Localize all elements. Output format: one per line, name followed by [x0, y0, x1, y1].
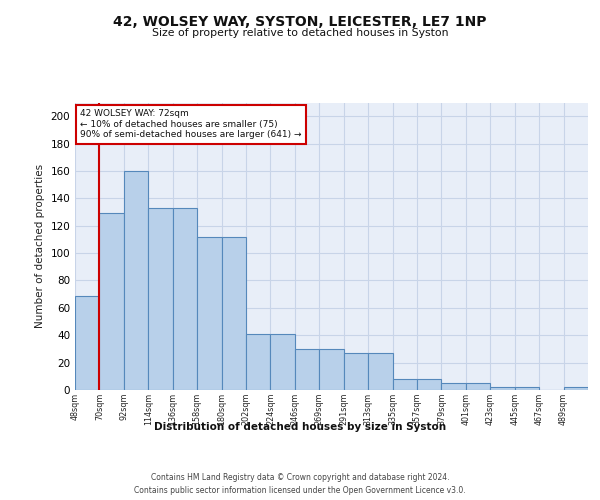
Bar: [515, 388, 539, 390]
Text: 42 WOLSEY WAY: 72sqm
← 10% of detached houses are smaller (75)
90% of semi-detac: 42 WOLSEY WAY: 72sqm ← 10% of detached h…: [80, 110, 302, 139]
Y-axis label: Number of detached properties: Number of detached properties: [35, 164, 45, 328]
Bar: [490, 388, 515, 390]
Bar: [442, 383, 466, 390]
Bar: [197, 236, 221, 390]
Bar: [295, 349, 319, 390]
Bar: [246, 334, 271, 390]
Bar: [75, 296, 100, 390]
Bar: [563, 388, 588, 390]
Bar: [100, 214, 124, 390]
Bar: [148, 208, 173, 390]
Bar: [124, 171, 148, 390]
Bar: [466, 383, 490, 390]
Text: Contains public sector information licensed under the Open Government Licence v3: Contains public sector information licen…: [134, 486, 466, 495]
Bar: [368, 353, 392, 390]
Bar: [173, 208, 197, 390]
Text: Size of property relative to detached houses in Syston: Size of property relative to detached ho…: [152, 28, 448, 38]
Bar: [221, 236, 246, 390]
Bar: [319, 349, 344, 390]
Text: 42, WOLSEY WAY, SYSTON, LEICESTER, LE7 1NP: 42, WOLSEY WAY, SYSTON, LEICESTER, LE7 1…: [113, 15, 487, 29]
Bar: [392, 379, 417, 390]
Bar: [271, 334, 295, 390]
Text: Distribution of detached houses by size in Syston: Distribution of detached houses by size …: [154, 422, 446, 432]
Text: Contains HM Land Registry data © Crown copyright and database right 2024.: Contains HM Land Registry data © Crown c…: [151, 472, 449, 482]
Bar: [344, 353, 368, 390]
Bar: [417, 379, 442, 390]
